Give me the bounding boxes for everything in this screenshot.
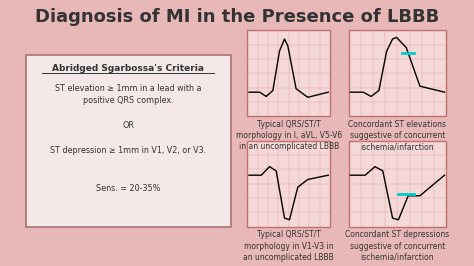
Text: Diagnosis of MI in the Presence of LBBB: Diagnosis of MI in the Presence of LBBB — [35, 8, 439, 26]
FancyBboxPatch shape — [348, 141, 447, 227]
FancyBboxPatch shape — [26, 55, 230, 227]
FancyBboxPatch shape — [247, 141, 330, 227]
Text: Concordant ST depressions
suggestive of concurrent
ischemia/infarction: Concordant ST depressions suggestive of … — [346, 230, 449, 262]
Text: Typical QRS/ST/T
morphology in V1-V3 in
an uncomplicated LBBB: Typical QRS/ST/T morphology in V1-V3 in … — [243, 230, 334, 262]
FancyBboxPatch shape — [247, 31, 330, 116]
FancyBboxPatch shape — [348, 31, 447, 116]
Text: Abridged Sgarbossa's Criteria: Abridged Sgarbossa's Criteria — [52, 64, 204, 73]
Text: Concordant ST elevations
suggestive of concurrent
ischemia/infarction: Concordant ST elevations suggestive of c… — [348, 120, 447, 151]
Text: Typical QRS/ST/T
morphology in I, aVL, V5-V6
in an uncomplicated LBBB: Typical QRS/ST/T morphology in I, aVL, V… — [236, 120, 342, 151]
Text: ST elevation ≥ 1mm in a lead with a
positive QRS complex.

OR

ST depression ≥ 1: ST elevation ≥ 1mm in a lead with a posi… — [50, 84, 206, 193]
